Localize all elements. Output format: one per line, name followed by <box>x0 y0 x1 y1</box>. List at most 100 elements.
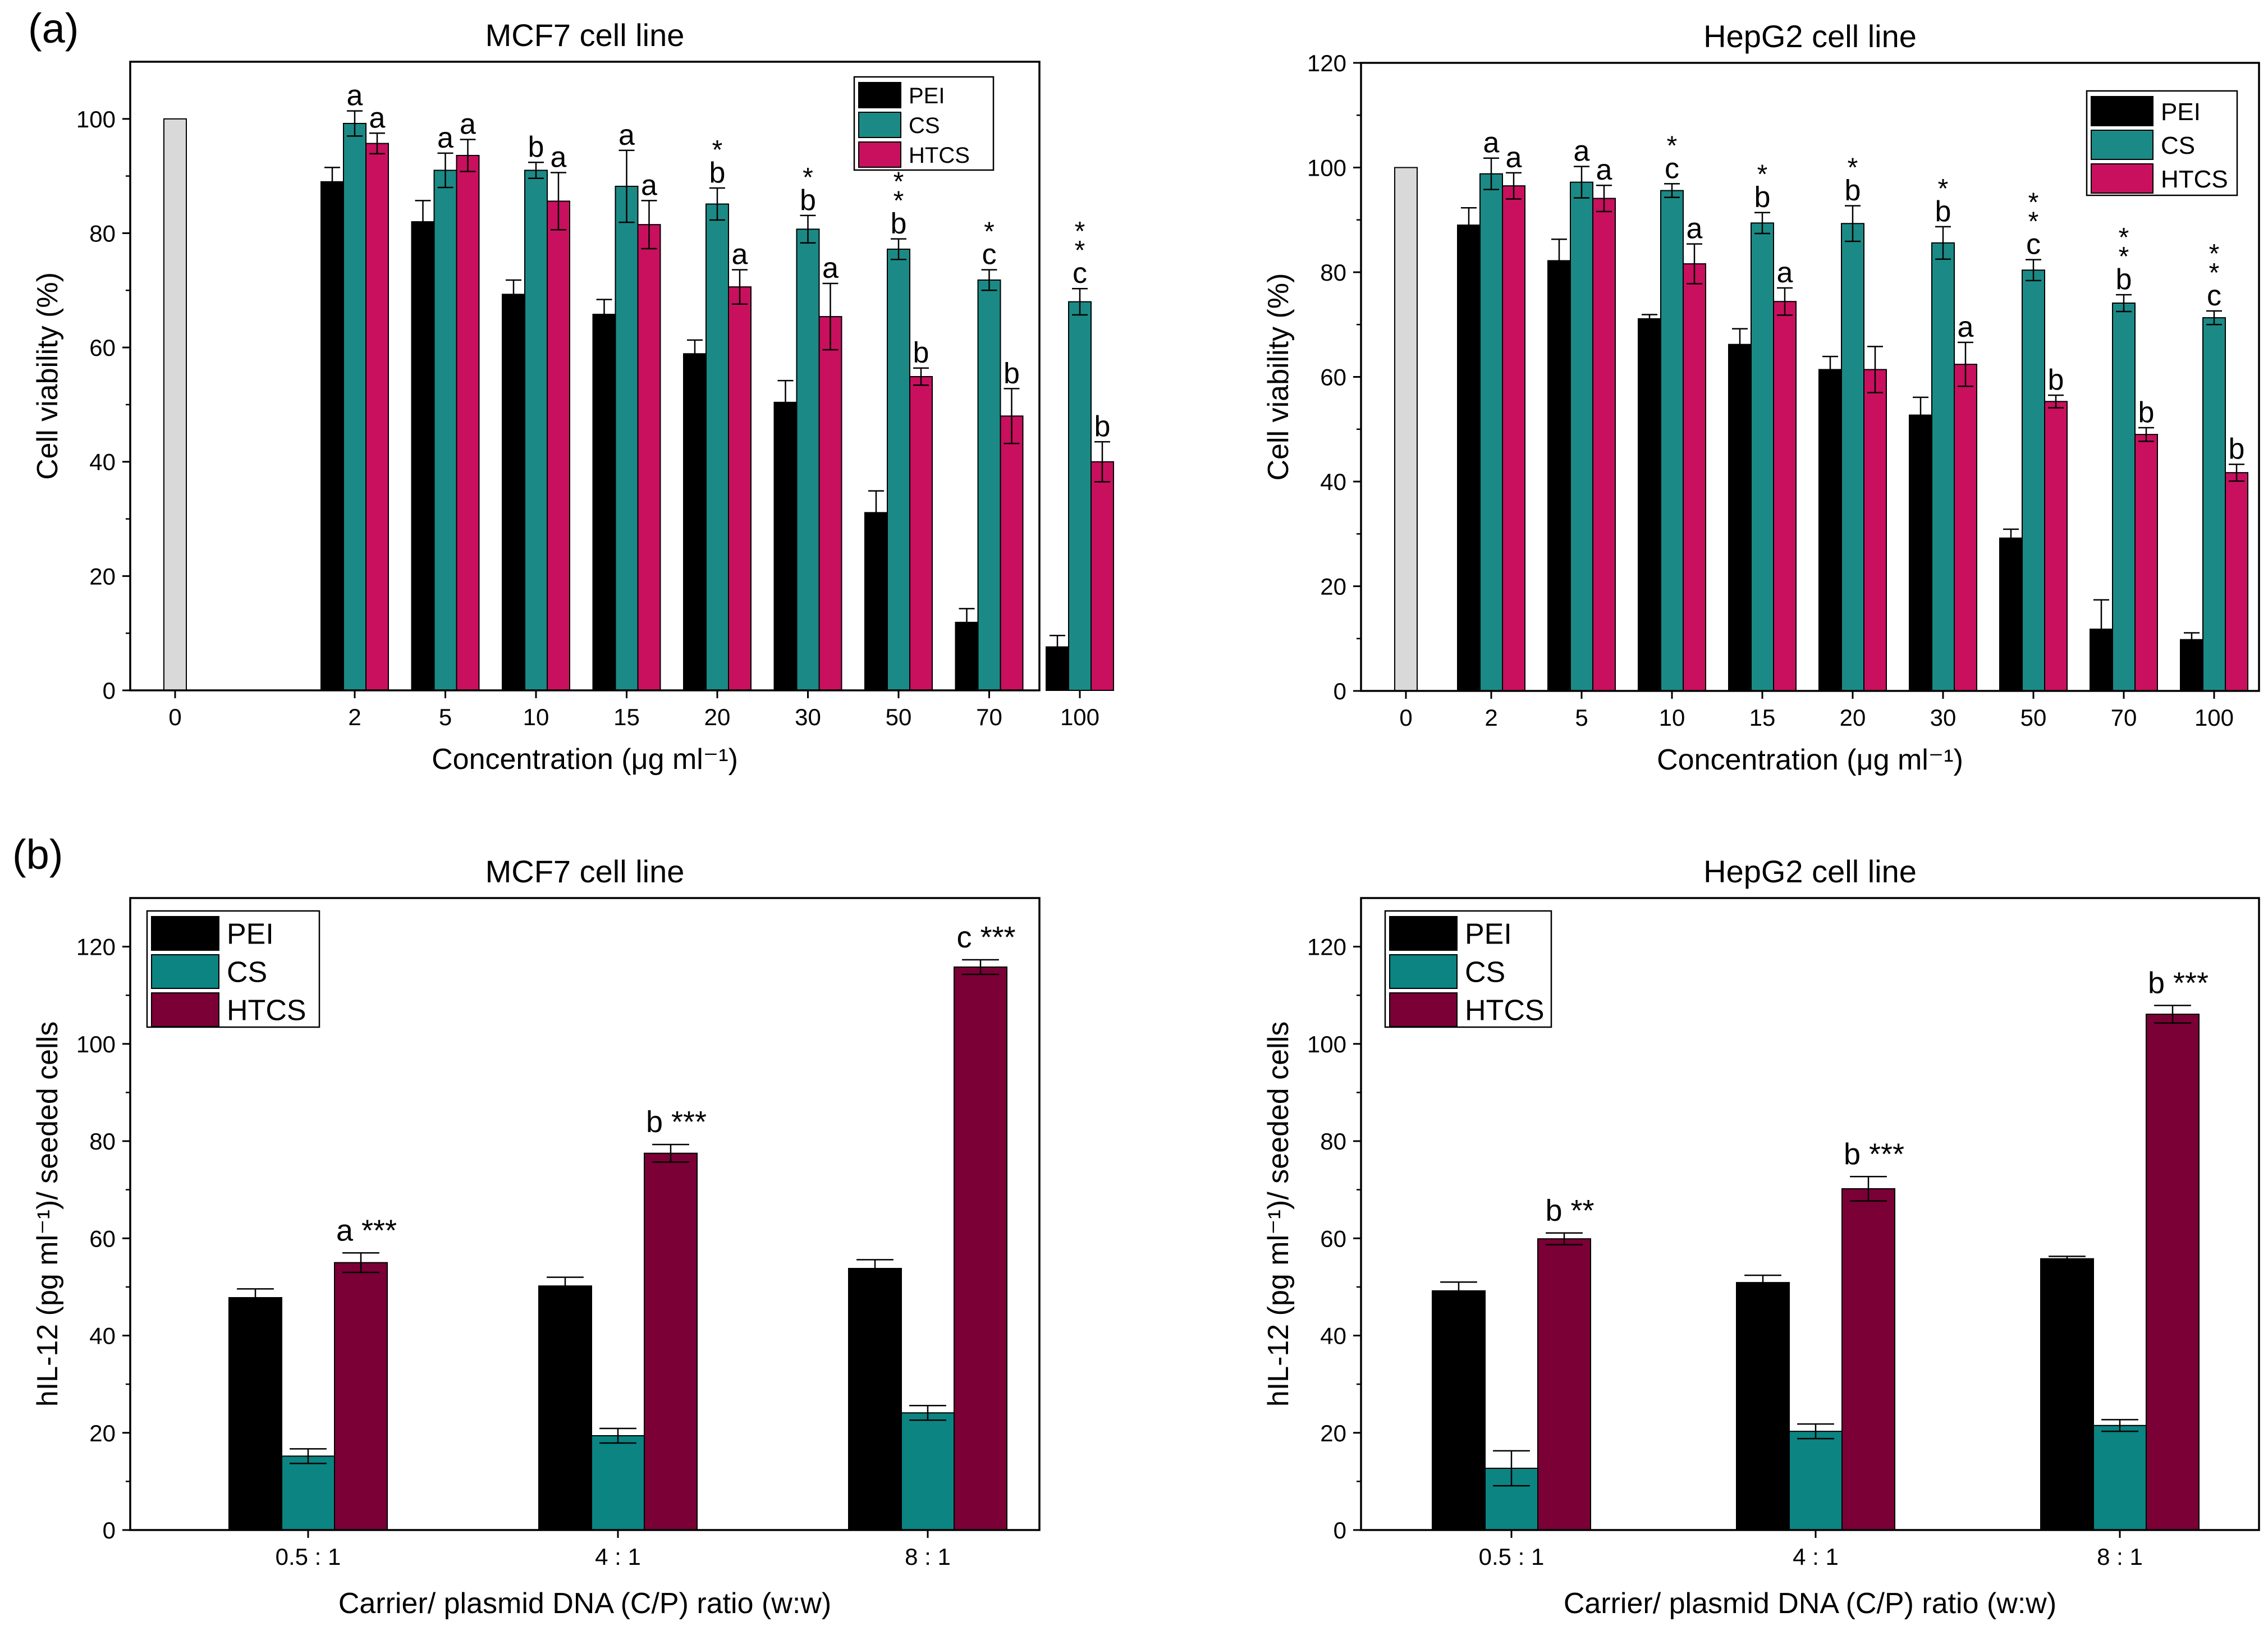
bar-pei <box>2180 639 2203 691</box>
bar-cs <box>1931 242 1955 691</box>
significance-star: * <box>894 186 904 216</box>
y-tick-label: 20 <box>89 563 116 589</box>
significance-label: c *** <box>956 920 1015 954</box>
x-tick-label: 100 <box>1060 704 1099 730</box>
significance-label: a *** <box>336 1213 397 1247</box>
significance-letter: a <box>822 252 839 285</box>
bar-pei <box>592 314 616 691</box>
bar-cs <box>1789 1431 1843 1531</box>
y-tick-label: 0 <box>103 1517 116 1543</box>
y-tick-label: 80 <box>89 1128 116 1155</box>
significance-star: * <box>712 135 723 165</box>
legend-swatch-cs <box>1389 954 1458 989</box>
bar-htcs <box>456 154 480 691</box>
y-tick-label: 120 <box>1307 50 1346 76</box>
bar-htcs <box>909 376 933 691</box>
significance-letter: b <box>528 131 544 163</box>
bar-control <box>163 118 187 691</box>
significance-letter: a <box>1506 141 1522 174</box>
significance-star: * <box>2209 239 2220 269</box>
x-tick-label: 5 <box>1575 704 1588 731</box>
bar-pei <box>1818 369 1842 691</box>
x-tick-label: 100 <box>2194 704 2234 731</box>
bar-cs <box>591 1435 645 1531</box>
bar-cs <box>1068 301 1092 691</box>
bar-htcs <box>1592 198 1616 691</box>
bar-htcs <box>1537 1238 1591 1531</box>
bar-htcs <box>2146 1014 2200 1531</box>
bar-pei <box>411 221 435 691</box>
legend-label-pei: PEI <box>1465 918 1512 951</box>
legend-swatch-htcs <box>2091 163 2154 194</box>
legend: PEI CS HTCS <box>1384 910 1552 1028</box>
bar-pei <box>1547 260 1571 691</box>
bar-control <box>1394 167 1418 691</box>
bar-pei <box>773 401 798 691</box>
significance-letter: b <box>2138 396 2155 429</box>
significance-label: b *** <box>1844 1137 1904 1171</box>
significance-letter: a <box>641 169 657 201</box>
legend-swatch-pei <box>858 82 901 108</box>
significance-star: * <box>894 167 904 197</box>
legend-label-cs: CS <box>2161 132 2195 159</box>
y-tick-label: 20 <box>1320 574 1346 600</box>
significance-letter: a <box>347 80 363 112</box>
legend: PEI CS HTCS <box>853 76 995 171</box>
y-axis-label: Cell viability (%) <box>1262 273 1295 481</box>
bar-cs <box>2093 1425 2147 1531</box>
significance-letter: a <box>732 239 748 271</box>
legend-label-htcs: HTCS <box>1465 995 1545 1027</box>
bar-pei <box>683 353 707 691</box>
y-tick-label: 0 <box>1334 1517 1346 1543</box>
y-tick-label: 60 <box>1320 1225 1346 1252</box>
legend: PEI CS HTCS <box>146 910 320 1028</box>
bar-pei <box>1457 225 1481 691</box>
bar-cs <box>524 170 548 691</box>
x-tick-label: 30 <box>1930 704 1957 731</box>
significance-label: b ** <box>1545 1194 1594 1227</box>
bar-htcs <box>334 1262 388 1531</box>
bar-cs <box>433 170 457 691</box>
significance-letter: b <box>800 184 816 217</box>
bar-cs <box>901 1412 955 1531</box>
legend-swatch-htcs <box>151 992 219 1027</box>
bar-pei <box>1909 414 1932 691</box>
bar-htcs <box>728 286 752 691</box>
legend-swatch-pei <box>2091 96 2154 126</box>
x-tick-label: 10 <box>1659 704 1685 731</box>
y-tick-label: 40 <box>1320 469 1346 495</box>
significance-letter: a <box>1483 127 1500 159</box>
bar-pei <box>228 1297 282 1531</box>
bar-htcs <box>1841 1188 1895 1531</box>
y-tick-label: 0 <box>103 677 116 704</box>
x-tick-label: 8 : 1 <box>2097 1543 2143 1570</box>
significance-letter: b <box>1754 181 1771 214</box>
significance-letter: b <box>891 208 907 240</box>
significance-letter: b <box>1094 410 1111 443</box>
chart-title: MCF7 cell line <box>485 17 685 53</box>
bar-cs <box>977 279 1001 691</box>
legend-swatch-pei <box>1389 916 1458 951</box>
bar-htcs <box>1000 415 1024 691</box>
significance-letter: a <box>1958 311 1974 343</box>
bar-cs <box>1660 190 1684 691</box>
significance-letter: a <box>1596 154 1612 186</box>
chart-title: HepG2 cell line <box>1703 19 1917 54</box>
significance-letter: c <box>1665 152 1679 185</box>
x-tick-label: 0.5 : 1 <box>1479 1543 1545 1570</box>
legend-swatch-htcs <box>858 141 901 168</box>
plot-frame <box>1360 897 2260 1531</box>
x-tick-label: 30 <box>795 704 821 730</box>
bar-htcs <box>1863 369 1887 691</box>
x-tick-label: 4 : 1 <box>1793 1543 1839 1570</box>
significance-star: * <box>2119 242 2129 272</box>
bar-htcs <box>2044 401 2068 691</box>
bar-htcs <box>818 316 842 691</box>
x-tick-label: 0.5 : 1 <box>276 1543 341 1570</box>
y-tick-label: 60 <box>89 1225 116 1252</box>
x-tick-label: 15 <box>613 704 640 730</box>
significance-letter: a <box>460 108 476 140</box>
significance-letter: c <box>2026 228 2041 261</box>
legend-swatch-cs <box>2091 130 2154 160</box>
legend-label-cs: CS <box>1465 956 1505 989</box>
